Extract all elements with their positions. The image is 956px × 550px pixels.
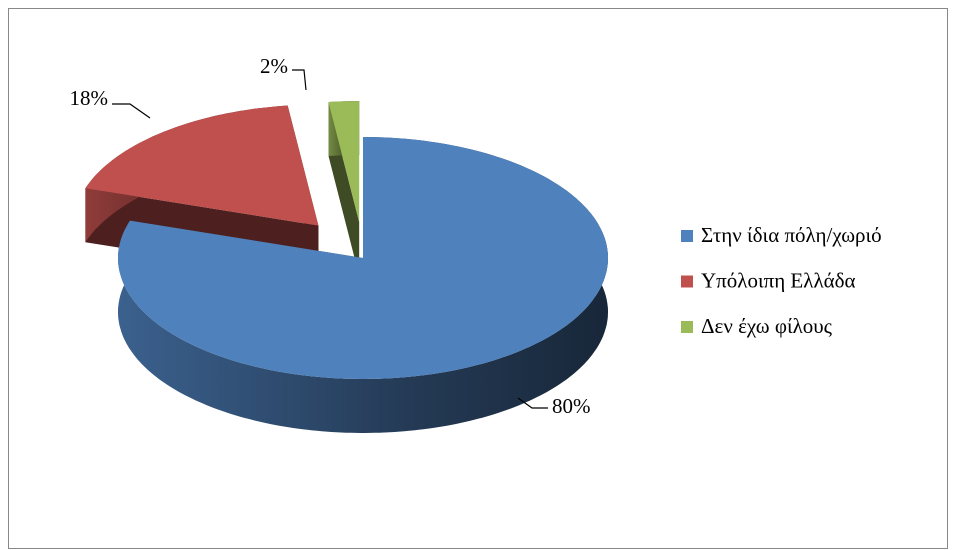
- legend-label: Δεν έχω φίλους: [701, 314, 833, 338]
- data-label: 80%: [552, 394, 591, 418]
- legend-label: Υπόλοιπη Ελλάδα: [701, 268, 856, 292]
- data-label: 18%: [70, 86, 109, 110]
- pie-slice: [85, 105, 319, 226]
- data-label: 2%: [260, 54, 288, 78]
- legend-swatch: [681, 275, 693, 288]
- legend-swatch: [681, 321, 693, 333]
- legend-swatch: [681, 230, 693, 242]
- leader-line: [112, 103, 151, 119]
- pie-slice: [328, 101, 360, 223]
- pie-slice: [118, 137, 608, 379]
- leader-line: [517, 397, 548, 409]
- legend-label: Στην ίδια πόλη/χωριό: [701, 223, 882, 247]
- leader-line: [292, 69, 307, 91]
